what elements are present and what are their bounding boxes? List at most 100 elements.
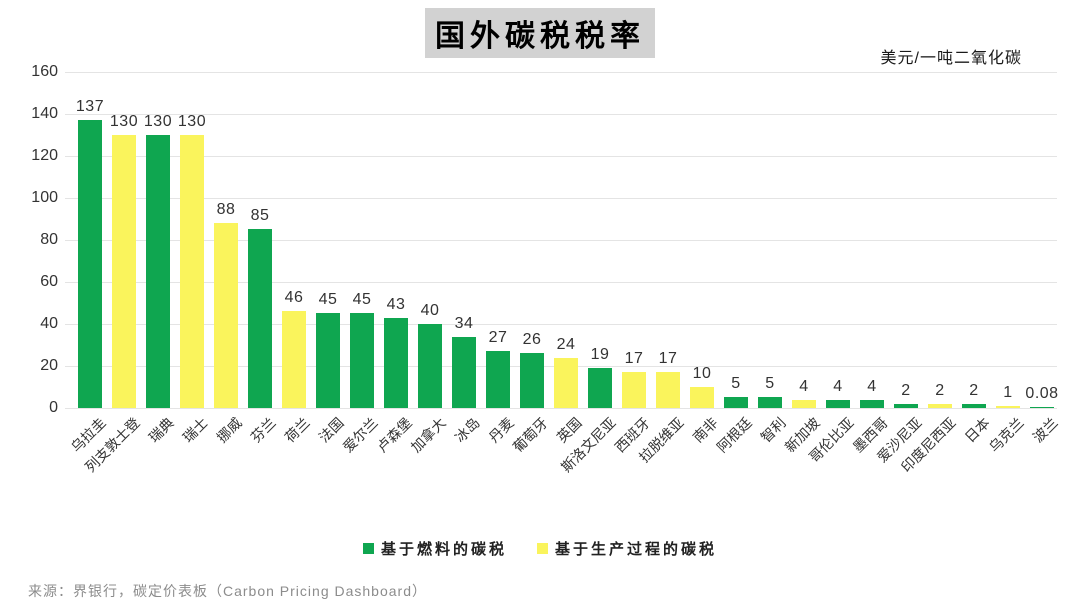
bar-value-label: 4 [867,378,877,395]
bar-value-label: 26 [522,331,542,348]
bar [486,351,510,408]
bar [792,400,816,408]
bar [180,135,204,408]
x-category-label: 瑞士 [179,414,211,446]
gridline [65,156,1057,157]
bar-value-label: 130 [109,113,139,130]
bar [758,397,782,408]
y-tick-label: 40 [40,315,58,332]
gridline [65,324,1057,325]
bar [656,372,680,408]
bar-value-label: 45 [318,291,338,308]
bar-value-label: 85 [250,207,270,224]
bar [554,358,578,408]
y-tick-label: 160 [31,63,58,80]
bar [146,135,170,408]
bar [384,318,408,408]
bar-value-label: 2 [935,382,945,399]
bar [1030,407,1054,408]
bar-value-label: 130 [177,113,207,130]
bar-value-label: 5 [765,375,775,392]
x-category-label: 阿根廷 [713,414,755,456]
bar [452,337,476,408]
bar [248,229,272,408]
x-category-label: 乌克兰 [985,414,1027,456]
x-category-label: 爱尔兰 [339,414,381,456]
legend-label: 基于燃料的碳税 [380,541,507,558]
y-tick-label: 80 [40,231,58,248]
y-tick-label: 60 [40,273,58,290]
bar-value-label: 19 [590,346,610,363]
bar [350,313,374,408]
legend: 基于燃料的碳税 基于生产过程的碳税 [0,538,1080,559]
bar [214,223,238,408]
legend-swatch-icon [362,543,374,554]
bar-value-label: 137 [75,98,105,115]
legend-item: 基于生产过程的碳税 [537,538,717,559]
bar-value-label: 17 [658,350,678,367]
bar [282,311,306,408]
bar [588,368,612,408]
bar [894,404,918,408]
bar [826,400,850,408]
bar-value-label: 1 [1003,384,1013,401]
bar-value-label: 46 [284,289,304,306]
gridline [65,408,1057,409]
x-category-label: 荷兰 [281,414,313,446]
chart-title: 国外碳税税率 [425,8,655,58]
y-tick-label: 0 [49,399,58,416]
x-category-label: 挪威 [213,414,245,446]
x-category-label: 瑞典 [145,414,177,446]
legend-swatch-icon [537,543,548,554]
bar [316,313,340,408]
x-category-label: 冰岛 [451,414,483,446]
y-tick-label: 20 [40,357,58,374]
unit-label: 美元/一吨二氧化碳 [880,50,1022,67]
y-tick-label: 140 [31,105,58,122]
bar-value-label: 2 [969,382,979,399]
bar-value-label: 27 [488,329,508,346]
legend-item: 基于燃料的碳税 [362,538,507,559]
bar [860,400,884,408]
bar [724,397,748,408]
bar [78,120,102,408]
bar-value-label: 43 [386,296,406,313]
bar-value-label: 2 [901,382,911,399]
x-category-label: 葡萄牙 [509,414,551,456]
bar-value-label: 10 [692,365,712,382]
y-tick-label: 120 [31,147,58,164]
bar-value-label: 17 [624,350,644,367]
bar-value-label: 4 [799,378,809,395]
gridline [65,72,1057,73]
gridline [65,282,1057,283]
bar-value-label: 40 [420,302,440,319]
bar [996,406,1020,408]
bar-value-label: 34 [454,315,474,332]
y-tick-label: 100 [31,189,58,206]
x-category-label: 芬兰 [247,414,279,446]
bar [690,387,714,408]
bar [962,404,986,408]
source-note: 来源：界银行，碳定价表板（Carbon Pricing Dashboard） [28,583,427,599]
gridline [65,198,1057,199]
bar-value-label: 0.08 [1025,385,1059,402]
bar [418,324,442,408]
bar [520,353,544,408]
gridline [65,240,1057,241]
x-category-label: 卢森堡 [373,414,415,456]
legend-label: 基于生产过程的碳税 [555,541,718,558]
x-category-label: 加拿大 [407,414,449,456]
gridline [65,114,1057,115]
bar-value-label: 24 [556,336,576,353]
x-category-label: 波兰 [1029,414,1061,446]
bar [622,372,646,408]
bar-value-label: 5 [731,375,741,392]
bar-value-label: 4 [833,378,843,395]
bar [928,404,952,408]
title-row: 国外碳税税率 [0,8,1080,58]
bar [112,135,136,408]
bar-value-label: 45 [352,291,372,308]
bar-value-label: 88 [216,201,236,218]
